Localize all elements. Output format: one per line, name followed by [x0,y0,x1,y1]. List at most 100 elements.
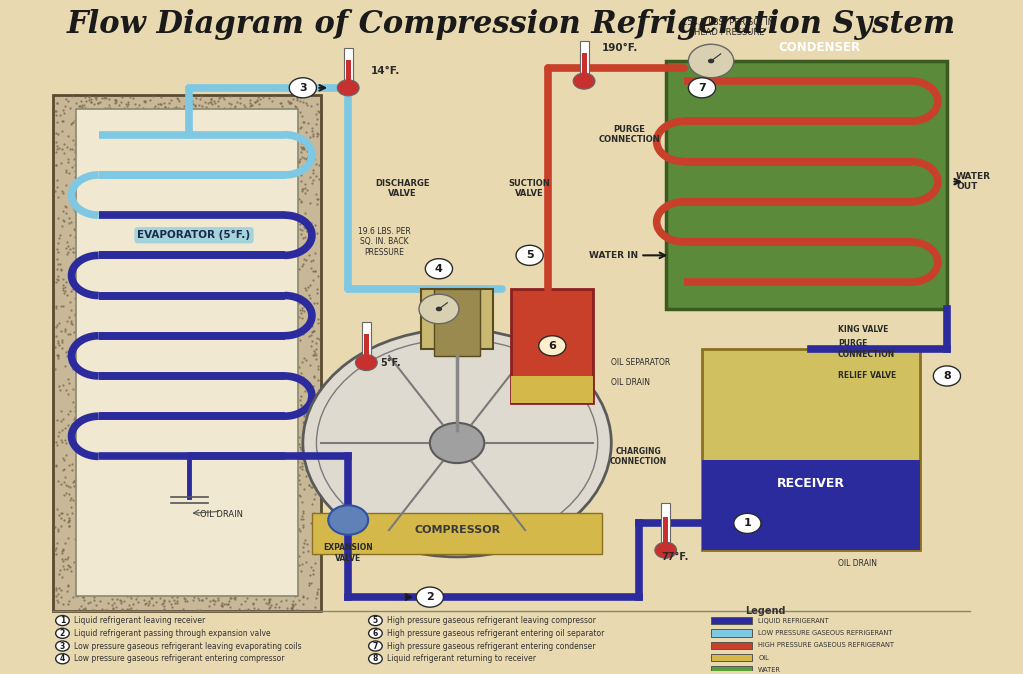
Bar [346,60,351,88]
Circle shape [688,44,733,78]
Circle shape [303,329,612,557]
Text: Liquid refrigerant passing through expansion valve: Liquid refrigerant passing through expan… [75,629,271,638]
Circle shape [55,615,70,625]
Text: 4: 4 [59,654,65,663]
Bar [711,642,752,649]
Text: 8: 8 [943,371,950,381]
Text: 7: 7 [372,642,379,650]
Text: Liquid refrigerant leaving receiver: Liquid refrigerant leaving receiver [75,616,206,625]
Text: EXPANSION
VALVE: EXPANSION VALVE [323,543,373,563]
Text: COMPRESSOR: COMPRESSOR [414,525,500,535]
Circle shape [355,355,377,371]
Bar [312,514,603,553]
Text: Low pressure gaseous refrigerant leaving evaporating coils: Low pressure gaseous refrigerant leaving… [75,642,302,650]
Circle shape [708,59,714,63]
Bar [76,109,299,596]
Bar [581,53,586,81]
Text: Liquid refrigerant returning to receiver: Liquid refrigerant returning to receiver [388,654,536,663]
Text: Legend: Legend [746,605,786,615]
Text: WATER IN: WATER IN [589,251,638,260]
Circle shape [436,307,442,311]
Text: 6: 6 [548,341,557,350]
Text: OIL DRAIN: OIL DRAIN [199,510,242,519]
Text: 2: 2 [426,592,434,602]
Text: 14°F.: 14°F. [371,66,400,76]
Text: 5: 5 [526,250,533,260]
Text: PURGE
CONNECTION: PURGE CONNECTION [598,125,660,144]
Text: 4: 4 [435,264,443,274]
Circle shape [368,615,383,625]
Text: 154.5 LBS. PER SQ. IN.
HEAD PRESSURE: 154.5 LBS. PER SQ. IN. HEAD PRESSURE [682,18,776,37]
Bar [702,460,920,550]
Text: 1: 1 [744,518,751,528]
Circle shape [338,80,359,96]
Text: WATER: WATER [758,667,782,673]
Text: CHARGING
CONNECTION: CHARGING CONNECTION [610,447,667,466]
Bar [435,289,480,356]
Bar [661,503,670,550]
Circle shape [290,78,316,98]
Circle shape [55,628,70,638]
Text: EVAPORATOR (5°F.): EVAPORATOR (5°F.) [137,231,251,240]
Text: 1: 1 [59,616,65,625]
Circle shape [416,587,443,607]
Circle shape [419,295,459,324]
Bar [711,654,752,661]
Text: High pressure gaseous refrigerant entering oil separator: High pressure gaseous refrigerant enteri… [388,629,605,638]
Text: 2: 2 [59,629,65,638]
Text: OIL: OIL [758,654,769,661]
Bar [362,322,371,363]
Circle shape [573,73,595,89]
Bar [666,61,947,309]
Bar [711,667,752,674]
Circle shape [430,423,484,463]
Text: 5°F.: 5°F. [380,358,401,367]
Text: 5: 5 [372,616,377,625]
Text: 8: 8 [372,654,379,663]
Circle shape [328,506,368,534]
Text: DISCHARGE
VALVE: DISCHARGE VALVE [375,179,430,198]
Text: WATER
OUT: WATER OUT [957,172,991,191]
Circle shape [55,654,70,664]
Circle shape [655,542,676,558]
Text: CONDENSER: CONDENSER [779,41,861,54]
Text: LOW PRESSURE GASEOUS REFRIGERANT: LOW PRESSURE GASEOUS REFRIGERANT [758,630,893,636]
Text: LIQUID REFRIGERANT: LIQUID REFRIGERANT [758,617,829,623]
Circle shape [368,641,383,651]
Text: High pressure gaseous refrigerant leaving compressor: High pressure gaseous refrigerant leavin… [388,616,596,625]
Text: 6: 6 [372,629,379,638]
Text: RELIEF VALVE: RELIEF VALVE [838,371,896,380]
Text: 3: 3 [299,83,307,93]
Text: Low pressure gaseous refrigerant entering compressor: Low pressure gaseous refrigerant enterin… [75,654,284,663]
Text: PURGE
CONNECTION: PURGE CONNECTION [838,340,895,359]
Bar [702,349,920,550]
Bar [364,334,369,363]
Text: 3: 3 [59,642,65,650]
Circle shape [539,336,566,356]
Bar [711,630,752,637]
Text: Flow Diagram of Compression Refrigeration System: Flow Diagram of Compression Refrigeratio… [66,9,957,40]
Bar [420,289,493,349]
Circle shape [55,641,70,651]
Bar [512,289,593,403]
Text: SUCTION
VALVE: SUCTION VALVE [508,179,550,198]
Bar [344,48,353,88]
Text: 7: 7 [698,83,706,93]
Text: High pressure gaseous refrigerant entering condenser: High pressure gaseous refrigerant enteri… [388,642,595,650]
Circle shape [368,654,383,664]
Text: OIL DRAIN: OIL DRAIN [838,559,877,568]
Circle shape [426,259,452,279]
Text: RECEIVER: RECEIVER [776,477,845,490]
Circle shape [933,366,961,386]
Bar [663,518,668,550]
Text: HIGH PRESSURE GASEOUS REFRIGERANT: HIGH PRESSURE GASEOUS REFRIGERANT [758,642,894,648]
Text: 19.6 LBS. PER
SQ. IN. BACK
PRESSURE: 19.6 LBS. PER SQ. IN. BACK PRESSURE [358,227,411,257]
Text: 77°F.: 77°F. [661,552,688,562]
Bar [53,94,321,611]
Text: 190°F.: 190°F. [603,42,638,53]
Circle shape [733,514,761,533]
Bar [512,376,593,403]
Text: OIL DRAIN: OIL DRAIN [612,378,651,387]
Text: OIL SEPARATOR: OIL SEPARATOR [612,358,670,367]
Bar [711,617,752,624]
